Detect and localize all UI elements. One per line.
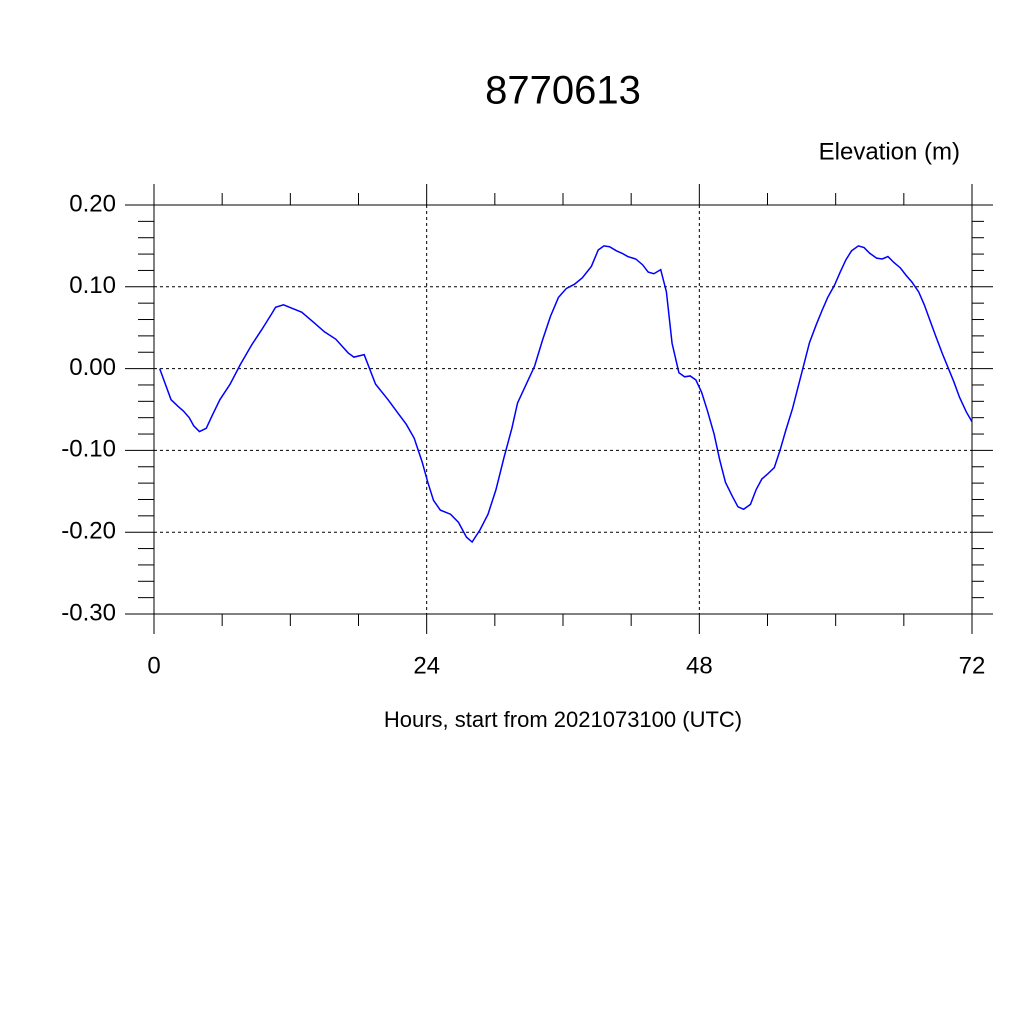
- y-tick-label: -0.20: [61, 518, 116, 545]
- plot-frame: [153, 204, 973, 615]
- x-tick-label: 0: [147, 652, 160, 679]
- chart-subtitle: Elevation (m): [819, 138, 960, 165]
- y-tick-label: 0.00: [69, 354, 116, 381]
- x-axis-label: Hours, start from 2021073100 (UTC): [384, 707, 742, 732]
- chart-title: 8770613: [485, 69, 641, 113]
- x-tick-label: 48: [686, 652, 713, 679]
- y-tick-label: -0.30: [61, 599, 116, 626]
- data-line: [158, 245, 973, 544]
- y-tick-label: 0.10: [69, 272, 116, 299]
- y-tick-label: -0.10: [61, 436, 116, 463]
- x-tick-label: 72: [959, 652, 986, 679]
- x-tick-label: 24: [413, 652, 440, 679]
- y-tick-label: 0.20: [69, 190, 116, 217]
